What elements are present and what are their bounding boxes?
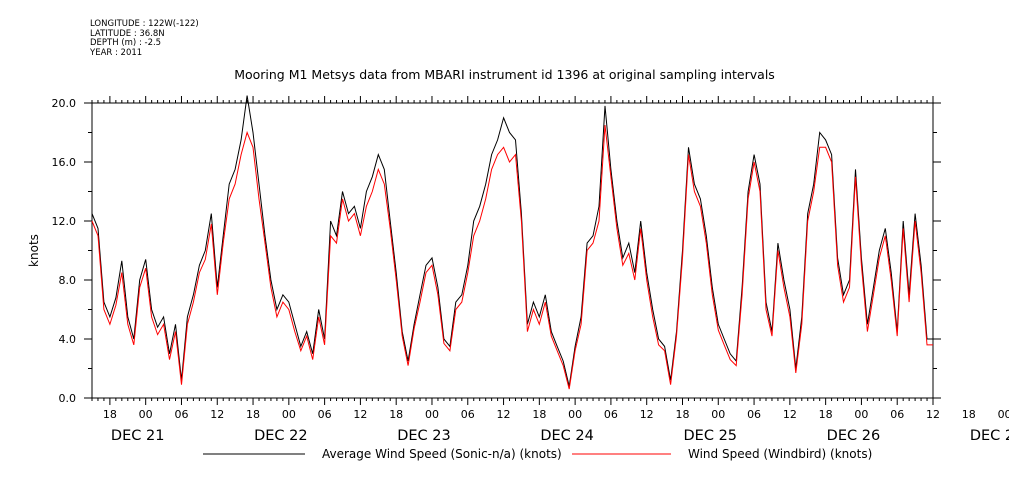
x-tick-label: 06 [604, 408, 618, 421]
date-label: DEC 24 [540, 428, 594, 444]
longitude-label: LONGITUDE : 122W(-122) [90, 19, 199, 29]
x-tick-label: 00 [425, 408, 439, 421]
y-tick-label: 8.0 [59, 274, 77, 287]
x-tick-label: 18 [675, 408, 689, 421]
year-label: YEAR : 2011 [90, 47, 143, 58]
x-tick-label: 00 [998, 408, 1009, 421]
x-tick-label: 12 [210, 408, 224, 421]
series-line-sonic [91, 95, 933, 387]
x-tick-label: 06 [174, 408, 188, 421]
x-tick-label: 00 [568, 408, 582, 421]
date-label: DEC 21 [111, 428, 165, 444]
y-tick-label: 12.0 [52, 215, 77, 228]
x-tick-label: 06 [747, 408, 761, 421]
x-tick-label: 00 [282, 408, 296, 421]
x-tick-label: 12 [926, 408, 940, 421]
x-tick-label: 06 [318, 408, 332, 421]
x-tick-label: 18 [819, 408, 833, 421]
x-tick-label: 00 [854, 408, 868, 421]
y-tick-label: 4.0 [59, 333, 77, 346]
x-tick-label: 06 [461, 408, 475, 421]
latitude-label: LATITUDE : 36.8N [90, 28, 165, 39]
date-label: DEC 27 [970, 428, 1009, 444]
y-axis-label: knots [27, 234, 41, 267]
x-tick-label: 12 [353, 408, 367, 421]
date-label: DEC 22 [254, 428, 308, 444]
x-tick-label: 12 [640, 408, 654, 421]
plot-frame [91, 102, 934, 399]
metadata-block: LONGITUDE : 122W(-122) LATITUDE : 36.8N … [90, 19, 199, 58]
x-tick-label: 18 [532, 408, 546, 421]
series-line-windbird [91, 125, 933, 390]
x-tick-label: 18 [962, 408, 976, 421]
y-tick-label: 0.0 [59, 392, 77, 405]
x-tick-label: 18 [389, 408, 403, 421]
date-label: DEC 25 [684, 428, 738, 444]
depth-label: DEPTH (m) : -2.5 [90, 38, 162, 48]
y-tick-label: 20.0 [52, 97, 77, 110]
legend-label-sonic: Average Wind Speed (Sonic-n/a) (knots) [322, 447, 562, 461]
y-tick-label: 16.0 [52, 156, 77, 169]
x-tick-label: 00 [711, 408, 725, 421]
x-tick-label: 12 [497, 408, 511, 421]
legend-label-windbird: Wind Speed (Windbird) (knots) [688, 447, 872, 461]
x-tick-label: 06 [890, 408, 904, 421]
x-tick-label: 18 [246, 408, 260, 421]
x-tick-label: 00 [139, 408, 153, 421]
x-tick-label: 12 [783, 408, 797, 421]
date-label: DEC 23 [397, 428, 451, 444]
date-label: DEC 26 [827, 428, 881, 444]
x-tick-label: 18 [103, 408, 117, 421]
chart-title: Mooring M1 Metsys data from MBARI instru… [234, 67, 775, 82]
